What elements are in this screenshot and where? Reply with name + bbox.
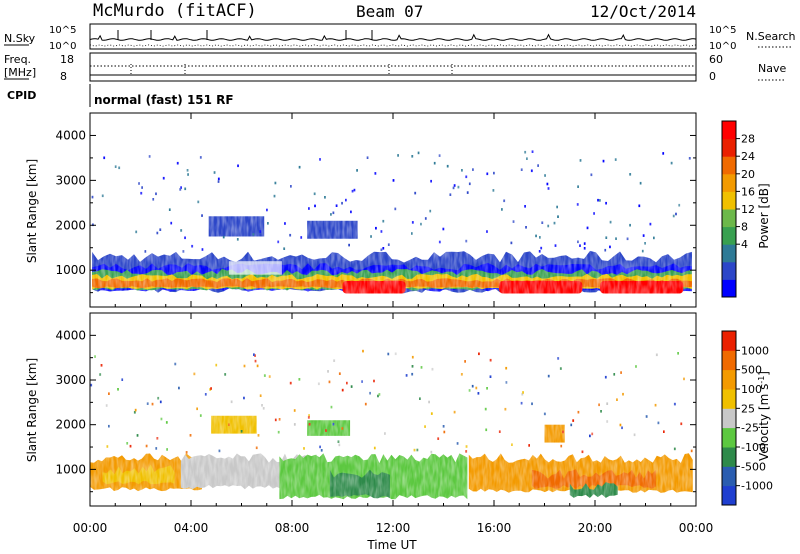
power-texture	[90, 113, 696, 307]
colorbar-swatch	[722, 408, 736, 429]
velocity-colorbar: 1000 500 100 25 -25 -100 -500 -1000	[721, 330, 773, 506]
colorbar-swatch	[722, 261, 736, 280]
colorbar-swatch	[722, 121, 736, 140]
power-ylabel: Slant Range [km]	[25, 159, 39, 263]
count-panel	[89, 23, 697, 50]
date-title: 12/Oct/2014	[590, 2, 696, 21]
colorbar-swatch	[722, 156, 736, 175]
colorbar-swatch	[722, 173, 736, 192]
colorbar-swatch	[722, 466, 736, 487]
y-tick-label: 4000	[55, 328, 86, 342]
colorbar-swatch	[722, 350, 736, 371]
nave-label: Nave	[758, 62, 786, 75]
colorbar-tick-label: 16	[741, 185, 755, 198]
power-colorbar: 28 24 20 16 12 8 4	[721, 120, 755, 298]
colorbar-swatch	[722, 279, 736, 298]
y-tick-label: 2000	[55, 418, 86, 432]
freq-unit: [MHz]	[4, 66, 36, 79]
colorbar-tick-label: 1000	[741, 344, 769, 357]
colorbar-swatch	[722, 138, 736, 157]
colorbar-tick-label: 20	[741, 168, 755, 181]
x-tick-label: 08:00	[275, 521, 310, 535]
nsky-trace	[89, 33, 697, 41]
colorbar-swatch	[722, 485, 736, 506]
velocity-texture	[90, 313, 696, 506]
colorbar-frame	[721, 330, 737, 506]
velocity-y-axis: 4000 3000 2000 1000	[55, 328, 696, 493]
x-tick-label: 20:00	[578, 521, 613, 535]
nsearch-label: N.Search	[746, 30, 796, 43]
colorbar-tick-label: -1000	[741, 480, 773, 493]
cpid-value: normal (fast) 151 RF	[94, 93, 234, 107]
freq-tick-low: 8	[60, 70, 67, 83]
y-tick-label: 4000	[55, 128, 86, 142]
x-tick-label: 00:00	[73, 521, 108, 535]
count-tick-low-right: 10^0	[709, 41, 736, 52]
freq-label: Freq.	[4, 53, 31, 66]
power-colorbar-label: Power [dB]	[757, 183, 771, 248]
colorbar-tick-label: -100	[741, 441, 766, 454]
station-title: McMurdo (fitACF)	[93, 1, 257, 21]
colorbar-swatch	[722, 369, 736, 390]
velocity-ylabel: Slant Range [km]	[25, 358, 39, 462]
count-traces	[89, 30, 697, 47]
colorbar-swatch	[722, 447, 736, 467]
count-tick-high-right: 10^5	[709, 25, 736, 36]
colorbar-tick-label: 25	[741, 402, 755, 415]
colorbar-swatch	[722, 331, 736, 351]
colorbar-swatch	[722, 226, 736, 245]
cpid-label: CPID	[7, 89, 36, 102]
nsearch-trace	[89, 44, 697, 47]
nave-tick-low: 0	[709, 70, 716, 83]
colorbar-tick-label: 8	[741, 221, 748, 234]
velocity-data	[90, 313, 696, 506]
colorbar-swatch	[722, 427, 736, 448]
velocity-colorbar-label: Velocity [m s-1]	[757, 371, 771, 461]
colorbar-swatch	[722, 191, 736, 210]
y-tick-label: 3000	[55, 373, 86, 387]
freq-traces	[90, 64, 696, 76]
count-tick-high-left: 10^5	[49, 25, 76, 36]
freq-panel	[89, 52, 697, 82]
colorbar-tick-label: 100	[741, 383, 762, 396]
x-tick-label: 16:00	[477, 521, 512, 535]
count-tick-low-left: 10^0	[49, 41, 76, 52]
x-tick-label: 12:00	[376, 521, 411, 535]
nsky-label: N.Sky	[4, 32, 36, 45]
x-tick-label: 04:00	[174, 521, 209, 535]
nave-tick-high: 60	[709, 53, 723, 66]
colorbar-tick-label: 28	[741, 133, 755, 146]
y-tick-label: 1000	[55, 462, 86, 476]
freq-tick-high: 18	[60, 53, 74, 66]
beam-title: Beam 07	[356, 2, 423, 21]
power-data	[90, 113, 696, 307]
colorbar-tick-label: -500	[741, 460, 766, 473]
y-tick-label: 2000	[55, 218, 86, 232]
colorbar-swatch	[722, 244, 736, 263]
y-tick-label: 1000	[55, 263, 86, 277]
power-y-axis: 4000 3000 2000 1000	[55, 128, 696, 294]
colorbar-tick-label: 24	[741, 150, 755, 163]
colorbar-tick-label: 12	[741, 203, 755, 216]
colorbar-swatch	[722, 209, 736, 228]
colorbar-tick-label: -25	[741, 422, 759, 435]
colorbar-tick-label: 4	[741, 238, 748, 251]
colorbar-swatch	[722, 389, 736, 409]
y-tick-label: 3000	[55, 173, 86, 187]
colorbar-tick-label: 500	[741, 364, 762, 377]
x-axis-label: Time UT	[366, 538, 417, 552]
time-axis: 00:00 04:00 08:00 12:00 16:00 20:00 00:00	[73, 113, 714, 535]
x-tick-label: 00:00	[679, 521, 714, 535]
